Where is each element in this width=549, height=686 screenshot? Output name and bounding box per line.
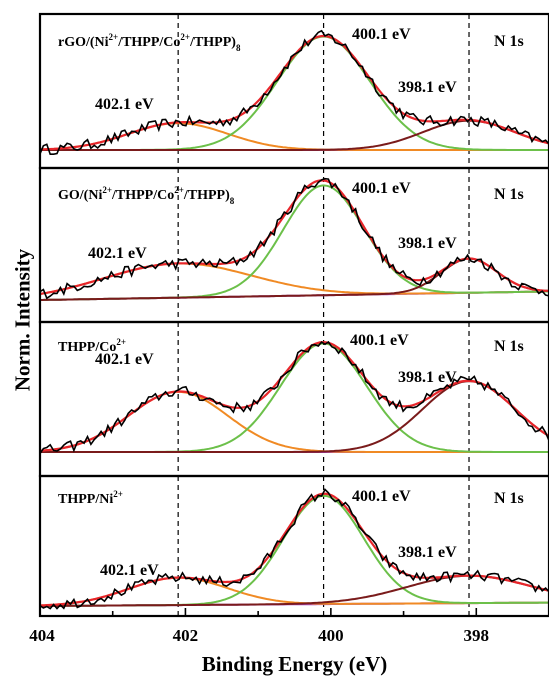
sample-label: GO/(Ni2+/THPP/Co2+/THPP)8 [58,185,235,206]
fit-envelope [40,34,549,151]
x-tick-label: 400 [318,626,344,645]
panel-frame [38,474,549,618]
peak-label-1: 400.1 eV [352,26,411,43]
sample-label: THPP/Ni2+ [58,489,123,507]
x-axis: 404 402 400 398 [29,608,549,645]
peak-label-1: 400.1 eV [352,488,411,505]
core-level-label: N 1s [494,338,524,355]
x-tick-label: 404 [29,626,55,645]
peak-component-0 [40,262,549,295]
core-level-label: N 1s [494,186,524,203]
panels-group: rGO/(Ni2+/THPP/Co2+/THPP)8 N 1s 402.1 eV 40… [38,12,549,618]
core-level-label: N 1s [494,33,524,50]
peak-label-0: 402.1 eV [88,245,147,262]
peak-component-2 [40,380,549,453]
raw-spectrum [40,177,549,300]
sample-label: rGO/(Ni2+/THPP/Co2+/THPP)8 [58,32,241,53]
raw-spectrum [40,488,549,610]
peak-component-1 [40,494,549,607]
sample-label: THPP/Co2+ [58,337,126,355]
peak-component-2 [40,257,549,301]
peak-component-2 [40,119,549,151]
x-tick-label: 402 [173,626,199,645]
panel-3: THPP/Co2+ N 1s 402.1 eV 400.1 eV 398.1 eV [38,320,549,478]
y-axis-label: Norm. Intensity [3,170,43,470]
peak-label-0: 402.1 eV [95,96,154,113]
peak-label-2: 398.1 eV [398,544,457,561]
peak-label-1: 400.1 eV [352,180,411,197]
peak-label-2: 398.1 eV [398,369,457,386]
panel-2: GO/(Ni2+/THPP/Co2+/THPP)8 N 1s 402.1 eV 400… [38,166,549,324]
x-tick-label: 398 [464,626,490,645]
raw-spectrum [40,340,549,455]
peak-label-2: 398.1 eV [398,79,457,96]
core-level-label: N 1s [494,490,524,507]
peak-label-0: 402.1 eV [100,562,159,579]
x-axis-label: Binding Energy (eV) [201,652,388,676]
panel-1: rGO/(Ni2+/THPP/Co2+/THPP)8 N 1s 402.1 eV 40… [38,12,549,170]
raw-spectrum [40,29,549,155]
fit-envelope [40,492,549,607]
peak-label-2: 398.1 eV [398,235,457,252]
y-axis-label-text: Norm. Intensity [10,248,35,392]
panel-4: THPP/Ni2+ N 1s 402.1 eV 400.1 eV 398.1 eV [38,474,549,618]
peak-label-1: 400.1 eV [350,332,409,349]
peak-label-0: 402.1 eV [95,351,154,368]
